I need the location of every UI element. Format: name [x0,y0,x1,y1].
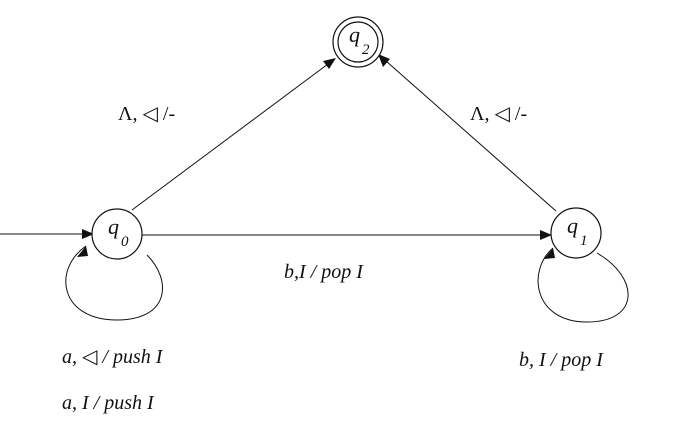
start-arrowhead [82,229,94,239]
state-q2-letter: q [349,22,360,47]
edge-q1-q2-arrowhead [378,54,390,67]
edge-q0-q1-arrowhead [540,230,552,240]
edge-q1-q2 [385,60,557,212]
label-q1-loop: b, I / pop I [519,349,604,371]
state-q0-letter: q [108,214,119,239]
self-loop-q1-arrowhead [544,248,555,259]
state-q1-subscript: 1 [580,233,588,249]
self-loop-q0 [65,245,163,321]
state-q1-letter: q [567,213,578,238]
label-q0-q1: b,I / pop I [284,261,364,283]
state-q2-accepting: q 2 [332,16,384,68]
label-q0-loop-2: a, I / push I [62,392,155,414]
state-q1: q 1 [550,207,602,259]
edge-q0-q2 [131,63,329,211]
edge-q0-q2-arrowhead [323,58,336,69]
state-q2-subscript: 2 [362,42,370,58]
state-q0-subscript: 0 [121,234,129,250]
state-q0: q 0 [91,208,143,260]
label-q0-q2: Λ, ◁ /- [118,103,175,125]
self-loop-q1 [537,247,629,323]
label-q1-q2: Λ, ◁ /- [470,103,527,125]
self-loop-q0-arrowhead [77,246,88,257]
label-q0-loop-1: a, ◁ / push I [62,346,164,368]
